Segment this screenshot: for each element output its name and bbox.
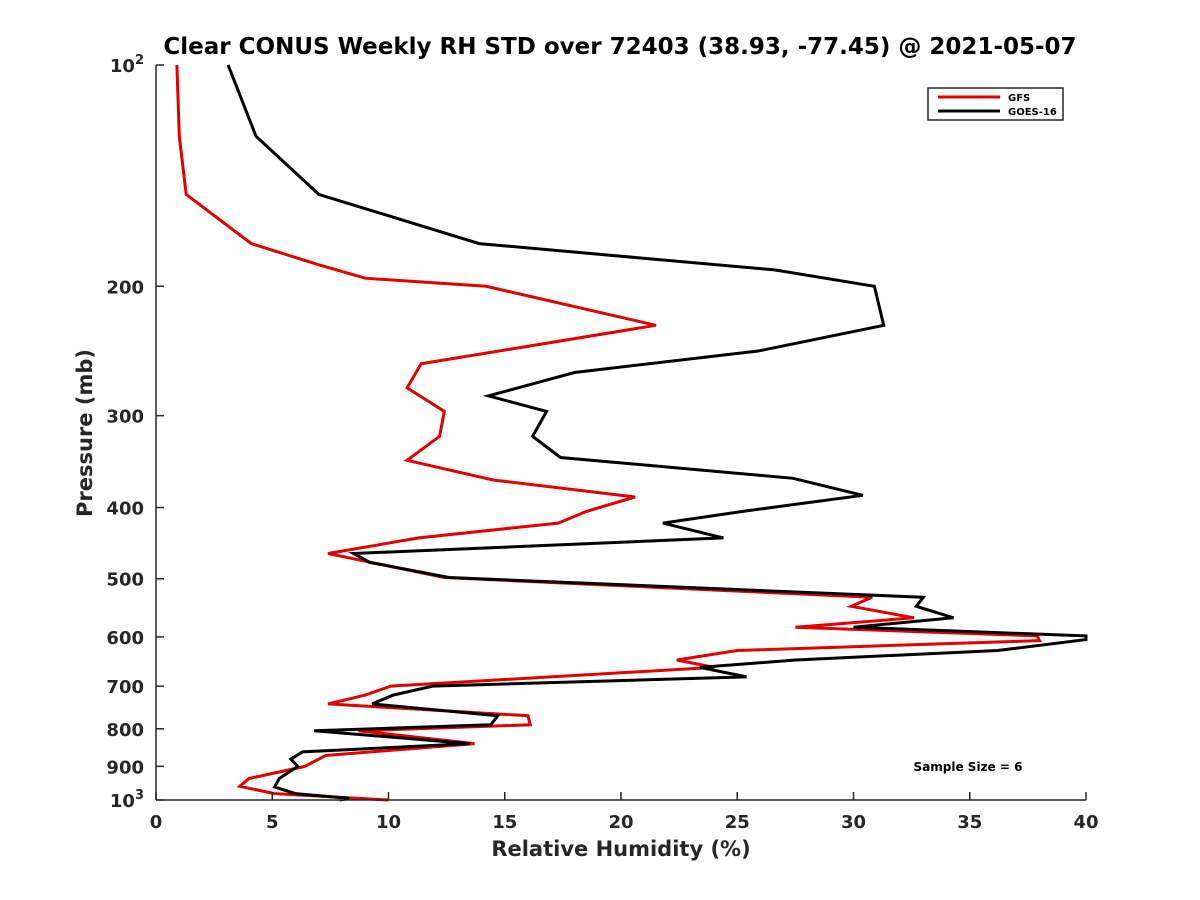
series-line-gfs [175,64,1042,802]
y-tick-label: 700 [106,677,144,698]
x-axis-label: Relative Humidity (%) [491,837,750,861]
series-layer [175,64,1088,802]
y-axis-label: Pressure (mb) [73,349,97,517]
x-tick-label: 30 [841,812,866,833]
y-tick-label: 500 [106,570,144,591]
y-axis-ticks: 102 200 300 400 500 600 700 800 900 103 [106,53,164,812]
x-tick-label: 5 [266,812,279,833]
x-tick-label: 35 [957,812,982,833]
chart-title: Clear CONUS Weekly RH STD over 72403 (38… [163,34,1076,60]
series-line-goes-16 [226,64,1088,802]
x-tick-label: 20 [608,812,633,833]
y-tick-label: 103 [110,788,144,812]
legend-label: GFS [1008,93,1030,104]
y-tick-label: 300 [106,407,144,428]
x-tick-label: 15 [492,812,517,833]
x-axis-ticks: 0 5 10 15 20 25 30 35 40 [150,792,1099,833]
y-tick-label: 800 [106,720,144,741]
sample-size-annotation: Sample Size = 6 [914,760,1023,774]
legend-box [927,87,1064,121]
x-tick-label: 0 [150,812,163,833]
y-tick-label: 200 [106,277,144,298]
y-tick-label: 600 [106,628,144,649]
legend-label: GOES-16 [1008,107,1057,118]
y-tick-label: 102 [110,53,144,77]
x-tick-label: 40 [1073,812,1098,833]
y-tick-label: 400 [106,499,144,520]
x-tick-label: 25 [725,812,750,833]
legend: GFS GOES-16 [927,87,1064,121]
y-tick-label: 900 [106,757,144,778]
x-tick-label: 10 [376,812,401,833]
